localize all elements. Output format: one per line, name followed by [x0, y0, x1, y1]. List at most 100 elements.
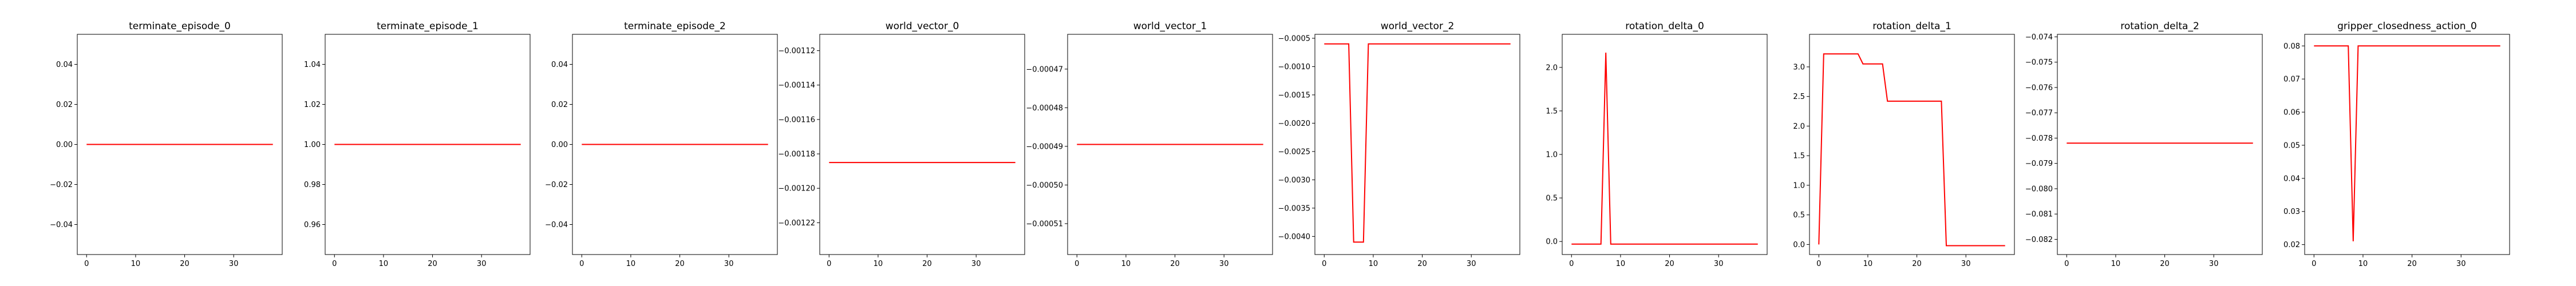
y-tick-label: −0.00051 — [1026, 220, 1063, 228]
subplot-title: rotation_delta_2 — [2120, 21, 2199, 32]
x-tick-label: 10 — [626, 260, 636, 268]
y-tick-label: 0.04 — [56, 61, 73, 69]
x-tick-label: 20 — [2160, 260, 2170, 268]
x-tick-label: 10 — [1121, 260, 1131, 268]
x-tick-label: 0 — [332, 260, 337, 268]
x-tick-label: 0 — [84, 260, 89, 268]
series-line — [1324, 43, 1511, 243]
y-tick-label: −0.00116 — [778, 116, 815, 124]
y-tick-label: −0.00114 — [778, 81, 815, 90]
y-tick-label: 0.0 — [1793, 241, 1805, 249]
x-tick-label: 20 — [180, 260, 189, 268]
y-tick-label: −0.082 — [2025, 236, 2053, 244]
x-tick-label: 0 — [1322, 260, 1326, 268]
x-tick-label: 30 — [971, 260, 981, 268]
subplot-title: rotation_delta_0 — [1625, 21, 1704, 32]
y-tick-label: 0.05 — [2283, 141, 2300, 150]
subplot-title: world_vector_1 — [1133, 21, 1207, 32]
y-tick-label: −0.04 — [545, 221, 568, 229]
y-tick-label: 1.5 — [1793, 152, 1805, 161]
y-tick-label: 0.04 — [551, 61, 568, 69]
y-tick-label: 0.00 — [56, 141, 73, 149]
y-tick-label: 0.03 — [2283, 208, 2300, 216]
y-tick-label: −0.00118 — [778, 150, 815, 159]
x-tick-label: 20 — [1912, 260, 1922, 268]
y-tick-label: −0.00120 — [778, 185, 815, 193]
y-tick-label: 0.06 — [2283, 109, 2300, 117]
y-tick-label: −0.0015 — [1278, 91, 1310, 100]
x-tick-label: 0 — [2064, 260, 2069, 268]
x-tick-label: 20 — [922, 260, 932, 268]
y-tick-label: −0.0020 — [1278, 120, 1310, 128]
y-tick-label: −0.0025 — [1278, 148, 1310, 156]
y-tick-label: −0.00122 — [778, 219, 815, 228]
subplot-5: world_vector_2 0 10 20 30 −0.0005 −0.0010 −0.00… — [1278, 21, 1520, 268]
x-tick-label: 20 — [1417, 260, 1427, 268]
y-tick-label: −0.079 — [2025, 160, 2053, 168]
y-tick-label: 2.0 — [1546, 63, 1558, 72]
subplot-title: terminate_episode_1 — [377, 21, 479, 32]
series-line — [1818, 53, 2005, 247]
x-tick-label: 20 — [1665, 260, 1674, 268]
y-tick-label: −0.00049 — [1026, 142, 1063, 151]
subplot-8: rotation_delta_2 0 10 20 30 −0.074 −0.075 −0.07… — [2025, 21, 2263, 268]
subplot-0: terminate_episode_0 0 10 20 30 −0.04 −0.02 0.00… — [50, 21, 283, 268]
y-tick-label: −0.080 — [2025, 185, 2053, 193]
x-tick-label: 0 — [1074, 260, 1079, 268]
y-tick-label: 2.0 — [1793, 122, 1805, 131]
y-tick-label: −0.02 — [50, 181, 73, 189]
axes-frame — [819, 34, 1025, 255]
y-tick-label: 2.5 — [1793, 93, 1805, 101]
y-tick-label: 1.0 — [1793, 181, 1805, 190]
y-tick-label: 0.08 — [2283, 42, 2300, 51]
y-tick-label: −0.075 — [2025, 58, 2053, 67]
y-tick-label: 1.5 — [1546, 107, 1558, 116]
subplot-6: rotation_delta_0 0 10 20 30 0.0 0.5 1.0 1.5 2.0 — [1546, 21, 1768, 268]
x-tick-label: 10 — [2358, 260, 2368, 268]
subplot-title: rotation_delta_1 — [1872, 21, 1951, 32]
y-tick-label: 0.07 — [2283, 76, 2300, 84]
y-tick-label: 0.02 — [2283, 241, 2300, 249]
axes-frame — [2057, 34, 2263, 255]
subplot-2: terminate_episode_2 0 10 20 30 −0.04 −0.02 0.00… — [545, 21, 778, 268]
x-tick-label: 20 — [675, 260, 685, 268]
y-tick-label: −0.0040 — [1278, 233, 1310, 241]
y-tick-label: −0.0035 — [1278, 204, 1310, 213]
x-tick-label: 0 — [579, 260, 584, 268]
y-tick-label: −0.081 — [2025, 210, 2053, 219]
subplot-title: world_vector_2 — [1381, 21, 1455, 32]
y-tick-label: 0.5 — [1546, 194, 1558, 203]
y-tick-label: −0.0005 — [1278, 34, 1310, 43]
x-tick-label: 10 — [2111, 260, 2121, 268]
y-tick-label: 0.0 — [1546, 238, 1558, 247]
x-tick-label: 10 — [379, 260, 389, 268]
x-tick-label: 30 — [1714, 260, 1724, 268]
subplot-7: rotation_delta_1 0 10 20 30 0.0 0.5 1.0 1.5 2.0 2.… — [1793, 21, 2015, 268]
y-tick-label: −0.00048 — [1026, 104, 1063, 113]
y-tick-label: 0.00 — [551, 141, 568, 149]
x-tick-label: 10 — [1863, 260, 1873, 268]
y-tick-label: −0.076 — [2025, 84, 2053, 92]
x-tick-label: 0 — [1569, 260, 1574, 268]
x-tick-label: 0 — [1816, 260, 1821, 268]
subplot-title: terminate_episode_0 — [129, 21, 231, 32]
y-tick-label: 1.00 — [304, 141, 321, 149]
axes-frame — [77, 34, 283, 255]
y-tick-label: 0.5 — [1793, 211, 1805, 220]
subplot-9: gripper_closedness_action_0 0 10 20 30 0.02 0.… — [2283, 21, 2510, 268]
x-tick-label: 30 — [2209, 260, 2219, 268]
subplot-3: world_vector_0 0 10 20 30 −0.00112 −0.00114 −0.… — [778, 21, 1025, 268]
y-tick-label: −0.077 — [2025, 109, 2053, 118]
x-tick-label: 10 — [874, 260, 883, 268]
y-tick-label: −0.04 — [50, 221, 73, 229]
y-tick-label: 1.04 — [304, 61, 321, 69]
series-line — [2314, 45, 2500, 241]
x-tick-label: 30 — [229, 260, 239, 268]
x-tick-label: 30 — [2456, 260, 2466, 268]
x-tick-label: 30 — [1467, 260, 1476, 268]
subplot-title: world_vector_0 — [886, 21, 959, 32]
x-tick-label: 30 — [1219, 260, 1229, 268]
x-tick-label: 20 — [2407, 260, 2417, 268]
y-tick-label: −0.078 — [2025, 134, 2053, 143]
